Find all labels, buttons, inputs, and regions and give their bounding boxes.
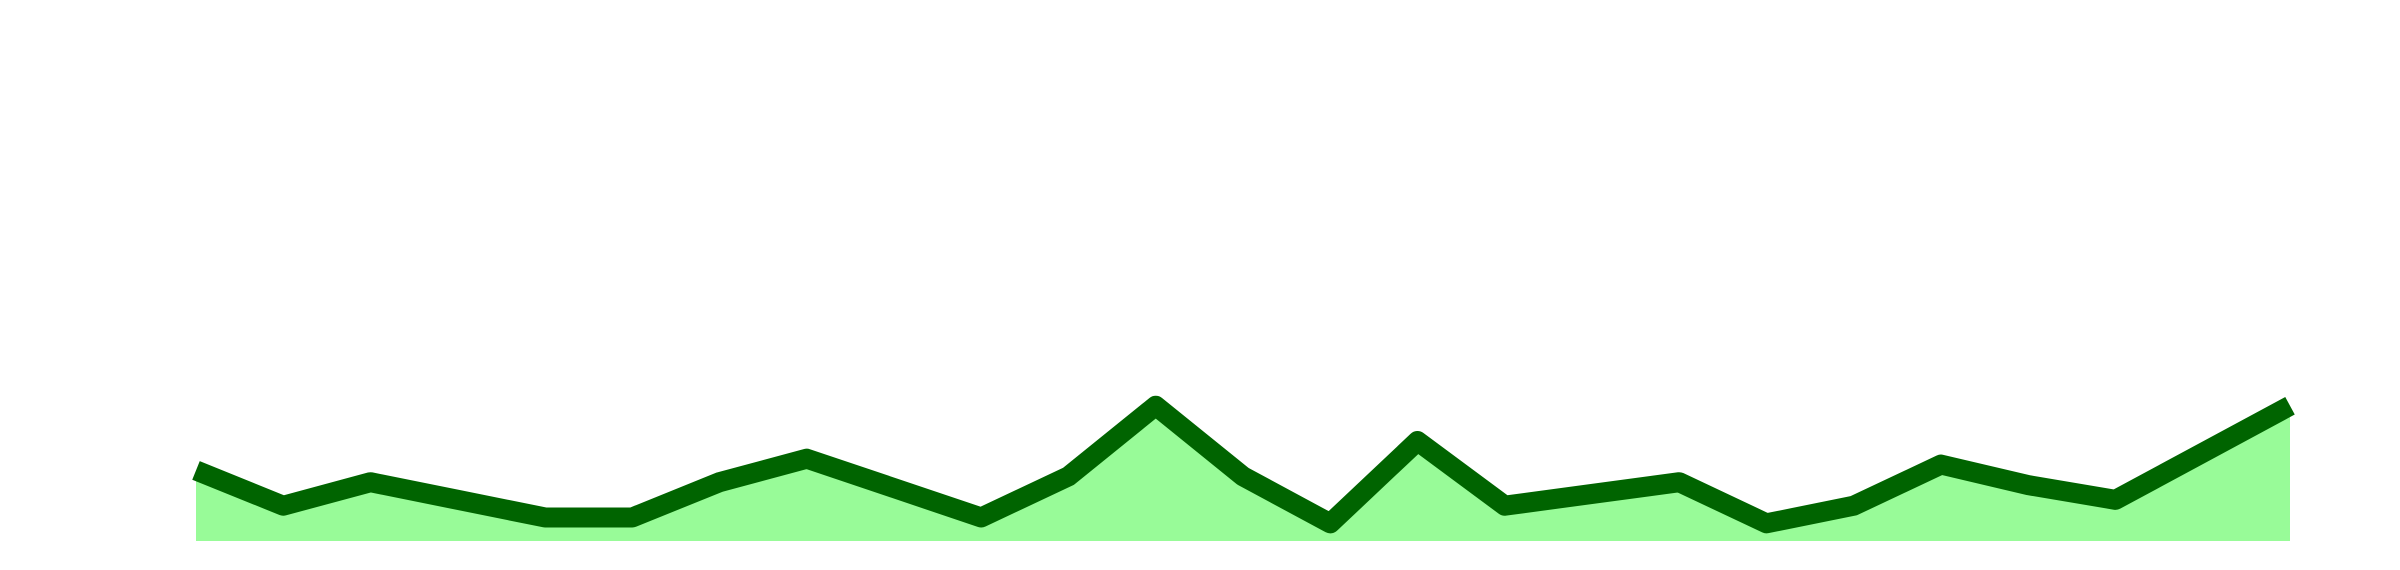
series-area — [196, 405, 2290, 541]
series-line — [192, 395, 2295, 534]
area-layer — [196, 405, 2290, 541]
line-layer — [192, 395, 2295, 534]
